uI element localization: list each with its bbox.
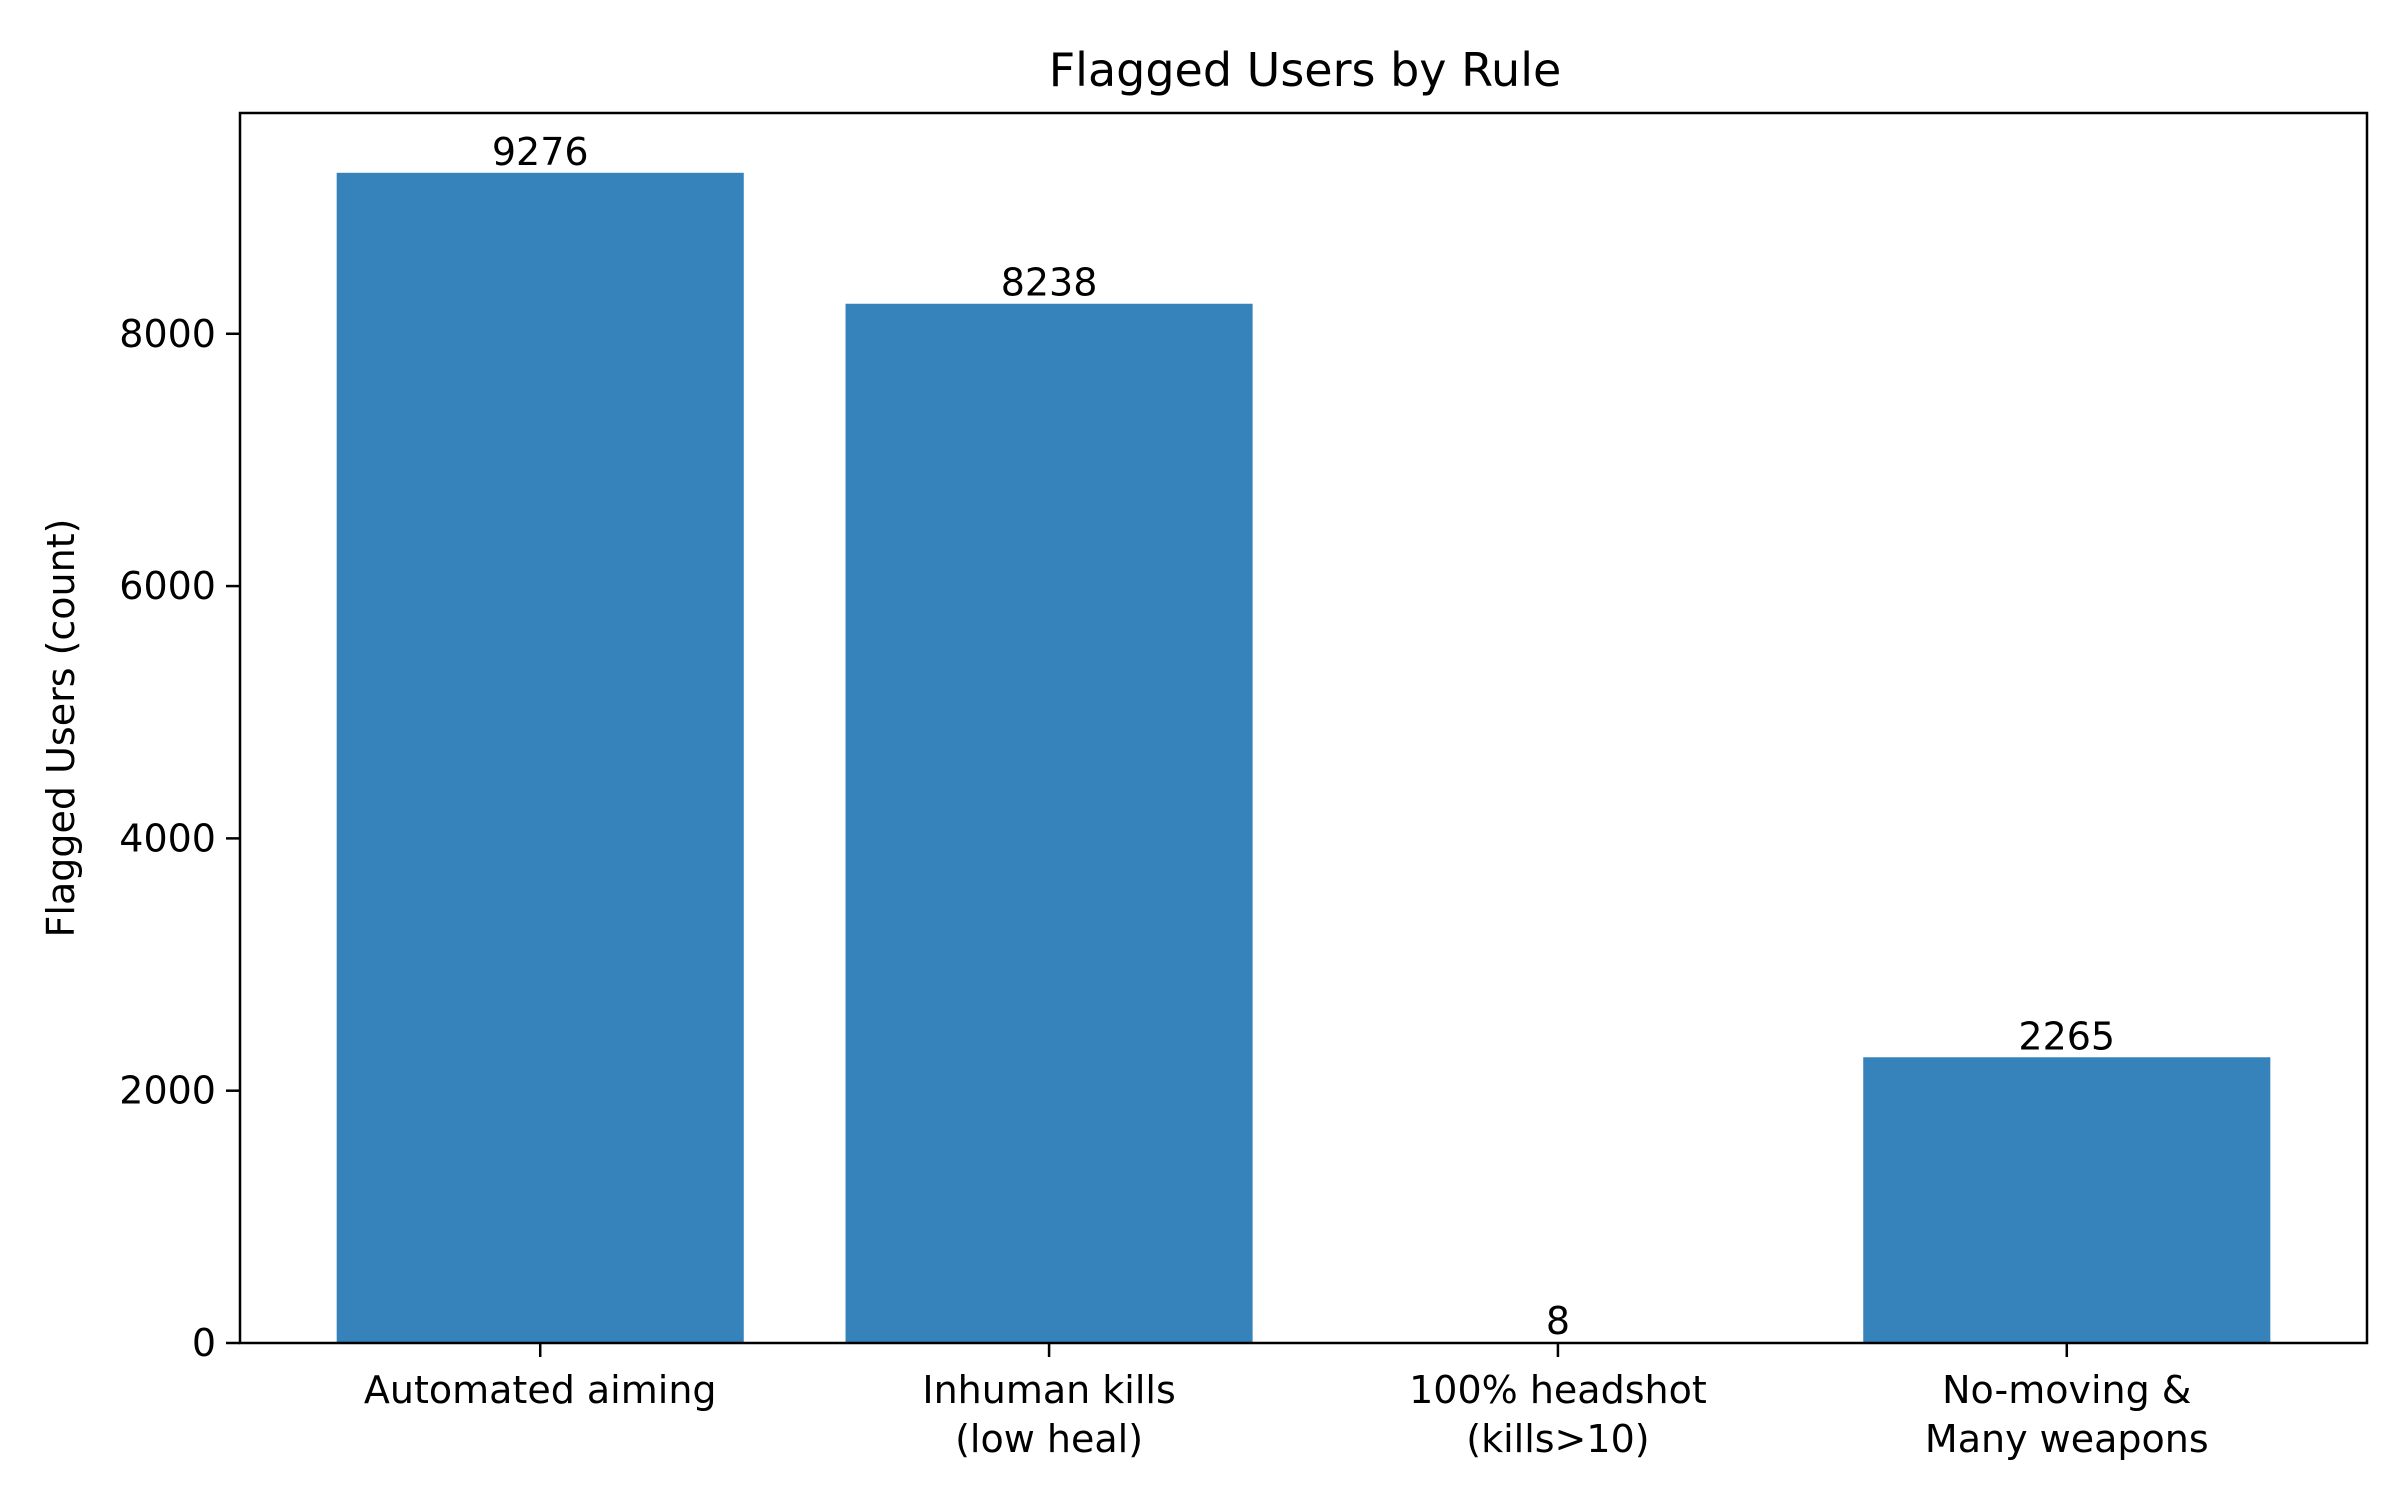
bar-1 bbox=[845, 303, 1253, 1343]
y-tick-label-3: 6000 bbox=[119, 564, 216, 608]
bar-value-label-1: 8238 bbox=[1001, 261, 1098, 305]
y-axis-label: Flagged Users (count) bbox=[39, 519, 83, 938]
x-tick-label-0: Automated aiming bbox=[364, 1368, 717, 1412]
x-axis-ticks: Automated aiming Inhuman kills (low heal) 1… bbox=[364, 1343, 2209, 1461]
y-tick-label-1: 2000 bbox=[119, 1069, 216, 1113]
x-tick-label-line: Inhuman kills bbox=[922, 1368, 1175, 1412]
chart-title: Flagged Users by Rule bbox=[1049, 43, 1562, 97]
x-tick-label-line: 100% headshot bbox=[1409, 1368, 1707, 1412]
x-tick-label-line: (kills>10) bbox=[1466, 1417, 1649, 1461]
x-tick-label-line: (low heal) bbox=[955, 1417, 1143, 1461]
bar-0 bbox=[336, 172, 744, 1344]
bar-value-label-3: 2265 bbox=[2018, 1014, 2115, 1058]
x-tick-label-line: No-moving & bbox=[1942, 1368, 2191, 1412]
y-tick-label-4: 8000 bbox=[119, 312, 216, 356]
bar-value-label-2: 8 bbox=[1546, 1299, 1570, 1343]
x-tick-label-line: Many weapons bbox=[1925, 1417, 2209, 1461]
bar-3 bbox=[1863, 1057, 2271, 1343]
x-tick-label-3: No-moving & Many weapons bbox=[1925, 1368, 2209, 1461]
bar-labels-layer: 9276 8238 8 2265 bbox=[492, 130, 2115, 1343]
y-tick-label-2: 4000 bbox=[119, 816, 216, 860]
bars-layer bbox=[336, 172, 2271, 1344]
bar-value-label-0: 9276 bbox=[492, 130, 589, 174]
plot-area-frame bbox=[238, 111, 2369, 1345]
y-tick-label-0: 0 bbox=[192, 1321, 216, 1365]
x-tick-label-line: Automated aiming bbox=[364, 1368, 717, 1412]
x-tick-label-2: 100% headshot (kills>10) bbox=[1409, 1368, 1707, 1461]
x-tick-label-1: Inhuman kills (low heal) bbox=[922, 1368, 1175, 1461]
y-axis-ticks: 0 2000 4000 6000 8000 bbox=[119, 312, 240, 1365]
